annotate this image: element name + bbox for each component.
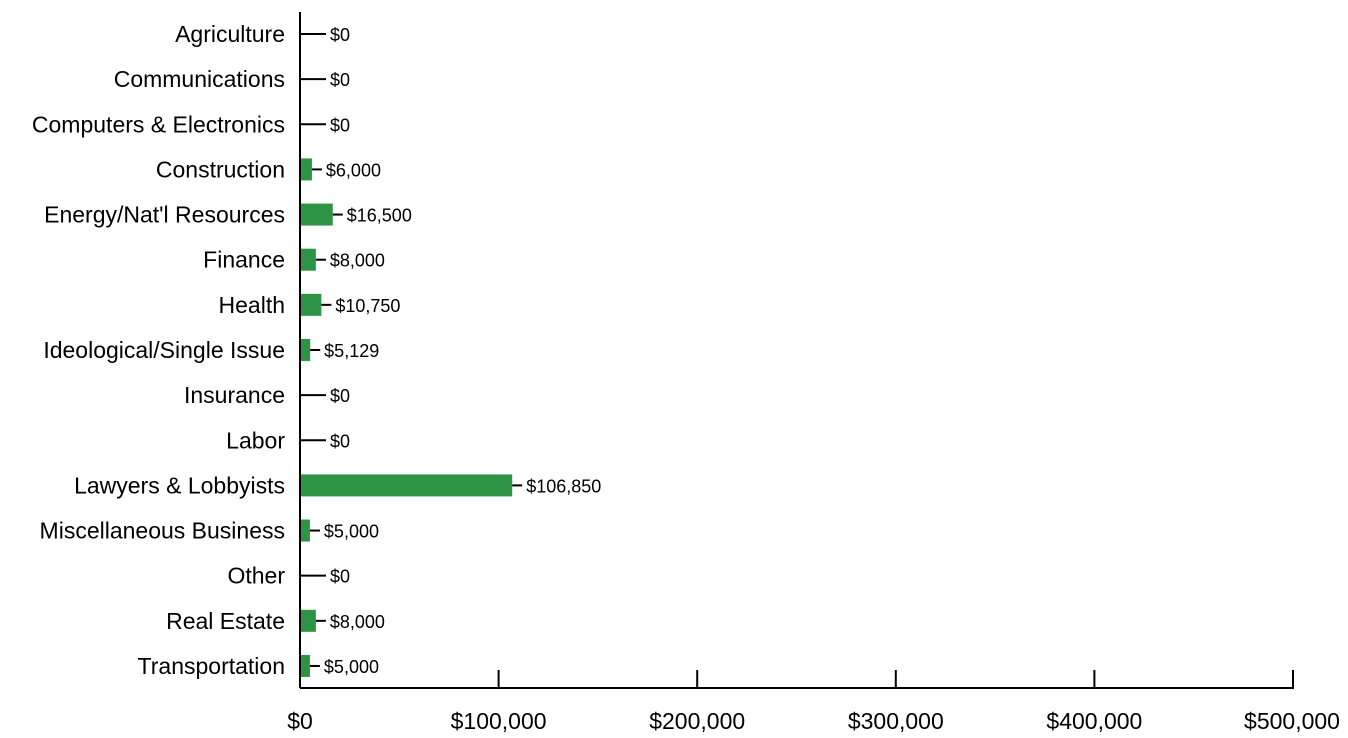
value-label: $10,750 <box>335 296 400 316</box>
category-label: Other <box>227 563 285 589</box>
category-label: Energy/Nat'l Resources <box>44 202 285 228</box>
bar <box>300 474 513 497</box>
bar <box>300 654 310 677</box>
category-label: Health <box>219 292 285 318</box>
x-tick-label: $300,000 <box>848 708 944 734</box>
category-label: Real Estate <box>166 608 285 634</box>
value-label: $5,000 <box>324 522 379 542</box>
x-tick-label: $100,000 <box>451 708 547 734</box>
category-label: Communications <box>114 66 285 92</box>
x-tick-label: $0 <box>287 708 313 734</box>
value-label: $5,129 <box>324 341 379 361</box>
x-tick-label: $400,000 <box>1046 708 1142 734</box>
bar <box>300 203 333 226</box>
bars-layer <box>300 158 513 677</box>
x-tick-label: $500,000 <box>1244 708 1340 734</box>
value-label: $8,000 <box>330 612 385 632</box>
category-label: Construction <box>156 156 285 182</box>
category-label: Miscellaneous Business <box>40 518 285 544</box>
value-label: $0 <box>330 431 350 451</box>
bar <box>300 248 316 271</box>
category-label: Lawyers & Lobbyists <box>74 472 285 498</box>
labels-layer: Agriculture $0 Communications $0 Computers &… <box>32 21 1340 734</box>
category-label: Computers & Electronics <box>32 111 285 137</box>
bar <box>300 609 316 632</box>
bar <box>300 158 312 181</box>
value-label: $106,850 <box>526 476 601 496</box>
bar <box>300 293 322 316</box>
value-label: $16,500 <box>347 206 412 226</box>
value-label: $8,000 <box>330 251 385 271</box>
value-label: $0 <box>330 115 350 135</box>
category-label: Transportation <box>138 653 285 679</box>
value-label: $0 <box>330 386 350 406</box>
value-label: $0 <box>330 25 350 45</box>
category-label: Ideological/Single Issue <box>43 337 285 363</box>
category-label: Insurance <box>184 382 285 408</box>
category-label: Finance <box>203 247 285 273</box>
bar <box>300 338 311 361</box>
value-label: $0 <box>330 567 350 587</box>
axes-layer <box>299 12 1294 689</box>
value-label: $5,000 <box>324 657 379 677</box>
value-label: $0 <box>330 70 350 90</box>
value-label: $6,000 <box>326 160 381 180</box>
x-tick-label: $200,000 <box>649 708 745 734</box>
bar <box>300 519 310 542</box>
category-label: Labor <box>226 427 285 453</box>
category-label: Agriculture <box>175 21 285 47</box>
